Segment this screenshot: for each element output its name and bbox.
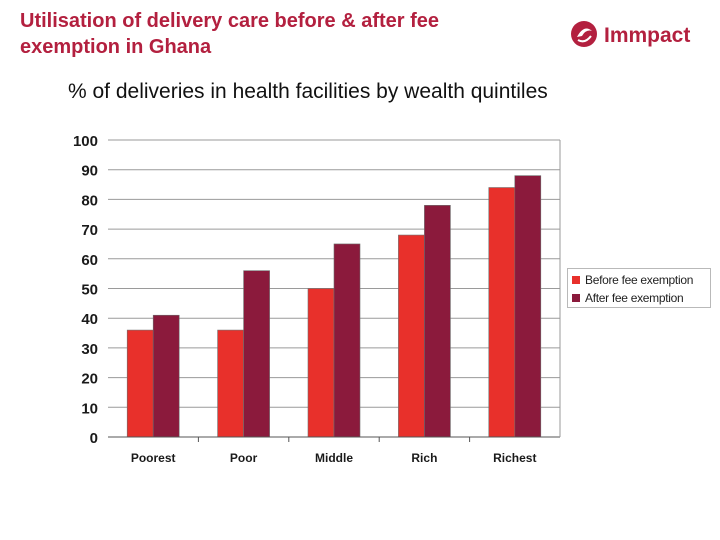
bar-after-poorest [152, 314, 180, 438]
y-tick-label: 70 [81, 222, 98, 239]
legend-label-before: Before fee exemption [585, 273, 694, 287]
y-tick-label: 80 [81, 192, 98, 209]
bar-before-rich [398, 234, 425, 438]
y-tick-label: 20 [81, 371, 98, 388]
x-tick-label: Richest [493, 451, 536, 465]
bar-before-middle [307, 288, 335, 438]
y-tick-label: 10 [81, 400, 98, 417]
legend-swatch-before [572, 276, 580, 284]
x-tick-label: Poorest [131, 451, 176, 465]
chart-subtitle: % of deliveries in health facilities by … [68, 80, 548, 103]
chart-legend: Before fee exemption After fee exemption [567, 268, 711, 308]
y-tick-label: 0 [90, 430, 98, 447]
logo-text: Immpact [604, 24, 690, 47]
title-line-2: exemption in Ghana [20, 36, 212, 58]
immpact-logo: Immpact [571, 21, 690, 47]
x-tick-label: Middle [315, 451, 353, 465]
title-line-1: Utilisation of delivery care before & af… [20, 10, 440, 32]
bar-after-rich [424, 205, 451, 438]
y-tick-label: 100 [73, 133, 98, 150]
bar-before-poor [217, 329, 244, 438]
y-tick-label: 40 [81, 311, 98, 328]
legend-swatch-after [572, 294, 580, 302]
y-tick-label: 60 [81, 252, 98, 269]
bar-after-richest [514, 175, 542, 438]
legend-item-before: Before fee exemption [572, 272, 693, 288]
bar-after-middle [333, 243, 361, 438]
x-tick-label: Rich [411, 451, 437, 465]
slide-title: Utilisation of delivery care before & af… [20, 8, 540, 60]
legend-item-after: After fee exemption [572, 290, 684, 306]
y-tick-label: 50 [81, 282, 98, 299]
y-tick-label: 30 [81, 341, 98, 358]
y-tick-label: 90 [81, 163, 98, 180]
bar-before-poorest [126, 329, 154, 438]
logo-mark-icon [571, 21, 597, 47]
bar-after-poor [243, 270, 270, 438]
legend-label-after: After fee exemption [585, 291, 684, 305]
bar-before-richest [488, 187, 516, 438]
x-tick-label: Poor [230, 451, 258, 465]
